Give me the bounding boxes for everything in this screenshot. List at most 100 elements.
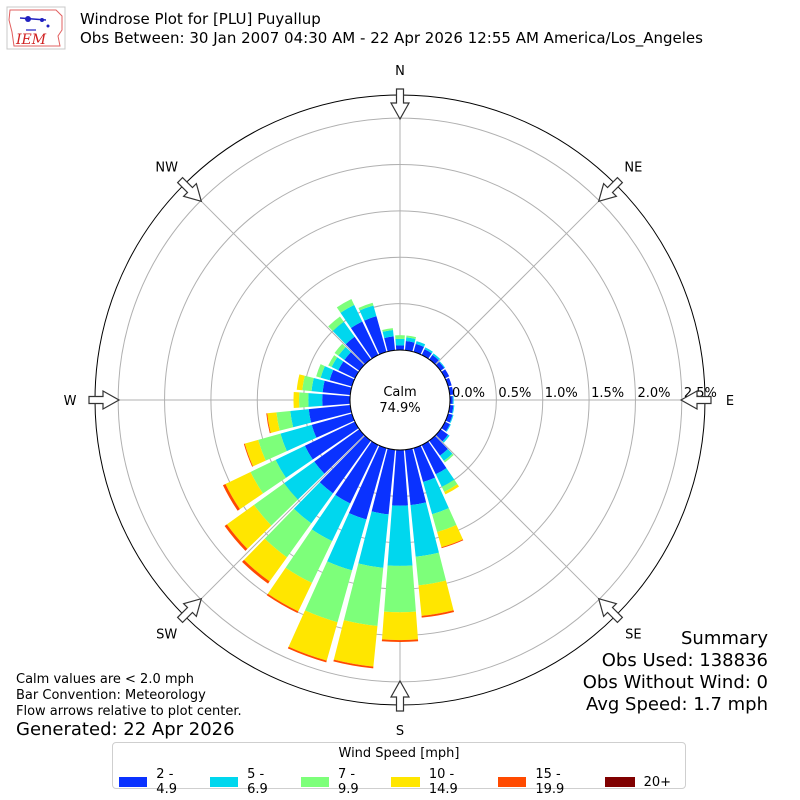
wind-bar (441, 369, 450, 379)
wind-bar (244, 439, 266, 467)
wind-bar (395, 345, 405, 351)
wind-bar (452, 405, 455, 414)
wind-bar (225, 471, 263, 510)
wind-bar (404, 448, 427, 506)
wind-bar (266, 413, 271, 434)
legend-item: 5 - 6.9 (209, 767, 287, 797)
wind-bar (358, 302, 374, 311)
legend-swatch (391, 777, 420, 787)
wind-bar (343, 563, 384, 626)
wind-bar (322, 394, 351, 406)
legend: Wind Speed [mph] 2 - 4.9 5 - 6.9 7 - 9.9 10… (112, 742, 686, 797)
wind-bar (316, 364, 325, 378)
wind-bar (449, 396, 453, 404)
wind-bar (413, 445, 436, 483)
wind-bar (442, 434, 450, 443)
note-bar-convention: Bar Convention: Meteorology (16, 688, 206, 703)
grid-spoke (435, 183, 617, 365)
wind-bar (336, 298, 355, 313)
wind-bar (322, 380, 352, 396)
chart-title: Windrose Plot for [PLU] Puyallup (80, 10, 321, 28)
wind-bar (333, 620, 378, 667)
flow-arrow-icon (88, 389, 121, 411)
wind-bar (406, 335, 417, 339)
wind-bar (243, 538, 287, 582)
wind-bar (452, 395, 454, 405)
wind-bar (441, 421, 451, 432)
legend-swatch (119, 777, 148, 787)
direction-label: NW (155, 161, 178, 176)
grid-spoke (435, 435, 617, 617)
wind-bar (276, 410, 294, 431)
direction-label: W (64, 394, 77, 409)
wind-bar (435, 468, 455, 487)
wind-bar (381, 611, 419, 641)
wind-bar (293, 392, 300, 408)
direction-label: SW (156, 627, 177, 642)
legend-swatch (209, 777, 239, 787)
wind-bar (332, 321, 355, 345)
wind-bar (302, 375, 314, 392)
wind-bar (226, 504, 272, 549)
legend-label: 2 - 4.9 (156, 767, 177, 797)
notes: Calm values are < 2.0 mph Bar Convention… (16, 672, 242, 720)
legend-label: 15 - 19.9 (535, 767, 565, 797)
wind-bar (296, 374, 305, 391)
legend-swatch (498, 777, 527, 787)
wind-bar (345, 336, 371, 365)
wind-bar (340, 304, 363, 329)
wind-bar (439, 449, 453, 461)
wind-bar (384, 336, 396, 352)
direction-label: NE (624, 161, 642, 176)
wind-bar (437, 525, 463, 548)
wind-bar (441, 539, 464, 549)
legend-item: 10 - 14.9 (391, 767, 484, 797)
chart-subtitle: Obs Between: 30 Jan 2007 04:30 AM - 22 A… (80, 29, 703, 47)
direction-label: N (395, 64, 405, 79)
wind-bar (432, 508, 457, 533)
wind-bar (429, 435, 448, 456)
wind-bar (285, 529, 333, 583)
wind-bar (311, 494, 351, 542)
summary-title: Summary (681, 628, 768, 649)
wind-bar (415, 552, 447, 586)
wind-bar (308, 393, 323, 407)
direction-label: SE (625, 627, 641, 642)
calm-circle (349, 349, 451, 451)
flow-arrow-icon (176, 176, 203, 203)
wind-bar (387, 505, 413, 566)
wind-bar (350, 321, 379, 359)
wind-bar (267, 567, 312, 612)
wind-bar (287, 646, 327, 663)
wind-bar (421, 441, 447, 475)
wind-bar (344, 352, 365, 371)
radial-tick-label: 2.0% (637, 386, 670, 401)
wind-bar (359, 305, 377, 321)
wind-bar (308, 404, 352, 423)
wind-bar (242, 559, 270, 584)
wind-bar (314, 429, 365, 474)
wind-bar (329, 369, 355, 387)
wind-bar (267, 412, 280, 433)
radial-tick-label: 1.0% (545, 386, 578, 401)
wind-bar (253, 483, 298, 526)
wind-bar (304, 421, 359, 460)
wind-bar (311, 413, 355, 438)
wind-bar (371, 448, 396, 515)
wind-bar (280, 424, 317, 452)
legend-label: 20+ (643, 774, 672, 790)
legend-item: 2 - 4.9 (119, 767, 196, 797)
summary-box: Summary Obs Used: 138836 Obs Without Win… (583, 628, 768, 716)
flow-arrow-icon (679, 389, 712, 411)
wind-bar (432, 353, 441, 361)
legend-label: 7 - 9.9 (337, 767, 359, 797)
wind-bar (382, 328, 394, 332)
legend-label: 5 - 6.9 (247, 767, 268, 797)
wind-bar (222, 484, 240, 511)
wind-bar (439, 361, 446, 369)
wind-bar (445, 377, 452, 387)
wind-bar (429, 354, 439, 365)
wind-bar (381, 639, 419, 642)
legend-swatch (300, 777, 329, 787)
wind-bar (435, 361, 445, 371)
